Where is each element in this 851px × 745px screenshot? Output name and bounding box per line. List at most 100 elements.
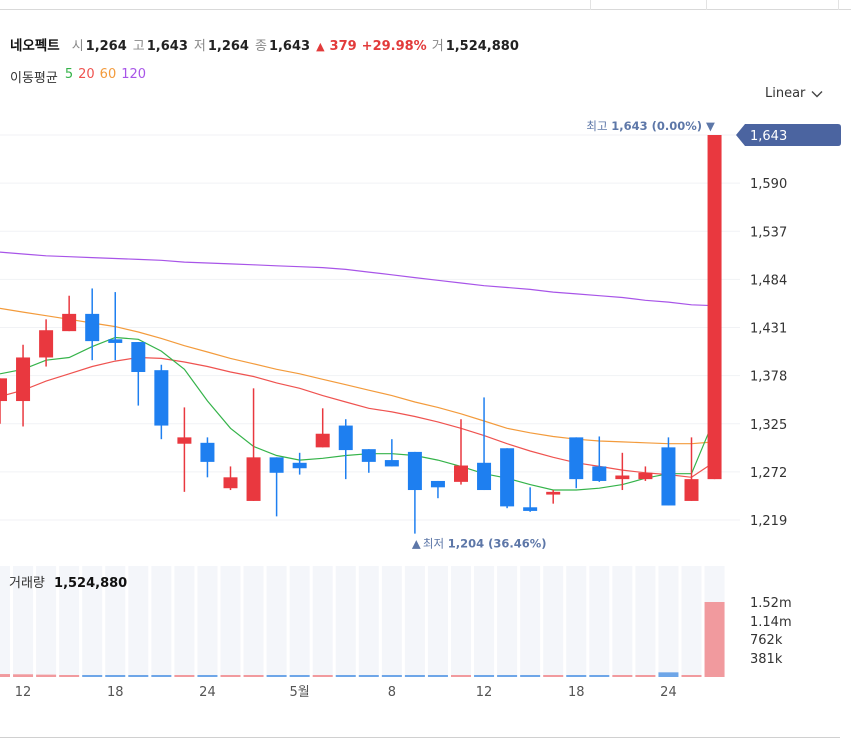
candle-body — [477, 462, 492, 491]
volume-column-bg — [312, 566, 333, 677]
volume-column-bg — [566, 566, 587, 677]
volume-column-bg — [266, 566, 287, 677]
date-tick-label: 18 — [107, 685, 124, 700]
volume-bar — [0, 674, 10, 677]
toolbar-divider — [838, 0, 839, 10]
price-tick-label: 1,378 — [750, 370, 787, 385]
price-tick-label: 1,590 — [750, 177, 787, 192]
high-price-annotation: 최고 1,643 (0.00%) — [586, 119, 702, 133]
volume-column-bg — [289, 566, 310, 677]
volume-bar — [404, 675, 425, 677]
ma120-line — [0, 251, 715, 307]
low-marker-icon: ▲ — [412, 537, 421, 551]
date-tick-label: 18 — [568, 685, 585, 700]
volume-bar — [566, 675, 587, 677]
high-marker-icon: ▼ — [706, 119, 715, 133]
chart-bottom-border — [0, 737, 840, 738]
candle-body — [384, 460, 399, 467]
candle-body — [523, 507, 538, 511]
candle-body — [638, 472, 653, 480]
open-label: 시 — [71, 39, 84, 54]
low-price-annotation: 최저 1,204 (36.46%) — [423, 537, 547, 551]
volume-column-bg — [497, 566, 518, 677]
ma20-line — [0, 356, 715, 478]
volume-column-bg — [0, 566, 10, 677]
volume-bar — [59, 675, 80, 677]
top-toolbar-strip — [0, 0, 851, 10]
candle-body — [200, 442, 215, 462]
volume-bar — [13, 674, 34, 677]
volume-bar — [543, 675, 564, 677]
toolbar-divider — [706, 0, 707, 10]
volume-bar — [358, 675, 379, 677]
volume-bar — [589, 675, 610, 677]
candle-body — [592, 466, 607, 481]
open-value: 1,264 — [85, 39, 127, 54]
volume-column-bg — [381, 566, 402, 677]
candle-body — [0, 378, 7, 402]
candle-body — [500, 448, 515, 507]
volume-panel-value: 1,524,880 — [54, 576, 128, 591]
volume-bar — [266, 675, 287, 677]
change-up-icon: ▲ — [316, 40, 325, 53]
candle-body — [569, 437, 584, 480]
volume-bar — [312, 675, 333, 677]
volume-bar — [704, 602, 725, 677]
volume-column-bg — [13, 566, 34, 677]
volume-tick-label: 762k — [750, 633, 783, 648]
close-label: 종 — [254, 39, 267, 54]
volume-column-bg — [36, 566, 57, 677]
volume-column-bg — [427, 566, 448, 677]
price-tick-label: 1,272 — [750, 466, 787, 481]
toolbar-divider — [590, 0, 591, 10]
volume-column-bg — [451, 566, 471, 677]
volume-column-bg — [174, 566, 195, 677]
current-price-tag — [736, 124, 841, 146]
volume-bar — [612, 675, 633, 677]
volume-column-bg — [220, 566, 241, 677]
candle-body — [131, 342, 146, 372]
volume-bar — [243, 675, 264, 677]
volume-bar — [451, 675, 471, 677]
volume-bar — [635, 675, 656, 677]
volume-column-bg — [197, 566, 218, 677]
candle-body — [246, 457, 261, 501]
price-tick-label: 1,325 — [750, 418, 787, 433]
volume-bar — [474, 675, 495, 677]
volume-column-bg — [128, 566, 149, 677]
candle-body — [430, 480, 445, 488]
volume-label: 거 — [431, 39, 444, 54]
change-percent: +29.98% — [361, 39, 427, 54]
candle-body — [684, 479, 699, 501]
volume-bar — [497, 675, 518, 677]
candle-body — [338, 425, 353, 451]
volume-bar — [36, 674, 57, 677]
candle-body — [546, 491, 561, 495]
scale-selector[interactable]: Linear — [765, 86, 823, 101]
volume-column-bg — [543, 566, 564, 677]
date-tick-label: 12 — [15, 685, 32, 700]
volume-column-bg — [105, 566, 126, 677]
volume-column-bg — [404, 566, 425, 677]
ma5-line — [0, 336, 716, 491]
close-value: 1,643 — [268, 39, 311, 54]
candle-body — [154, 370, 169, 426]
candle-body — [39, 330, 54, 358]
candle-body — [62, 313, 77, 332]
low-value: 1,264 — [207, 39, 249, 54]
candle-body — [361, 449, 376, 462]
volume-bar — [151, 675, 172, 677]
date-tick-label: 24 — [199, 685, 216, 700]
candle-body — [108, 339, 123, 343]
chevron-down-icon — [811, 90, 823, 97]
date-tick-label: 12 — [476, 685, 493, 700]
volume-tick-label: 1.52m — [750, 596, 792, 611]
candle-body — [269, 457, 284, 473]
candle-body — [223, 477, 238, 489]
ma120-legend: 120 — [121, 67, 147, 82]
current-price-tag-label: 1,643 — [750, 129, 787, 144]
moving-average-legend[interactable]: 이동평균 5 20 60 120 — [10, 67, 146, 86]
candle-body — [454, 465, 468, 482]
volume-bar — [658, 672, 679, 677]
